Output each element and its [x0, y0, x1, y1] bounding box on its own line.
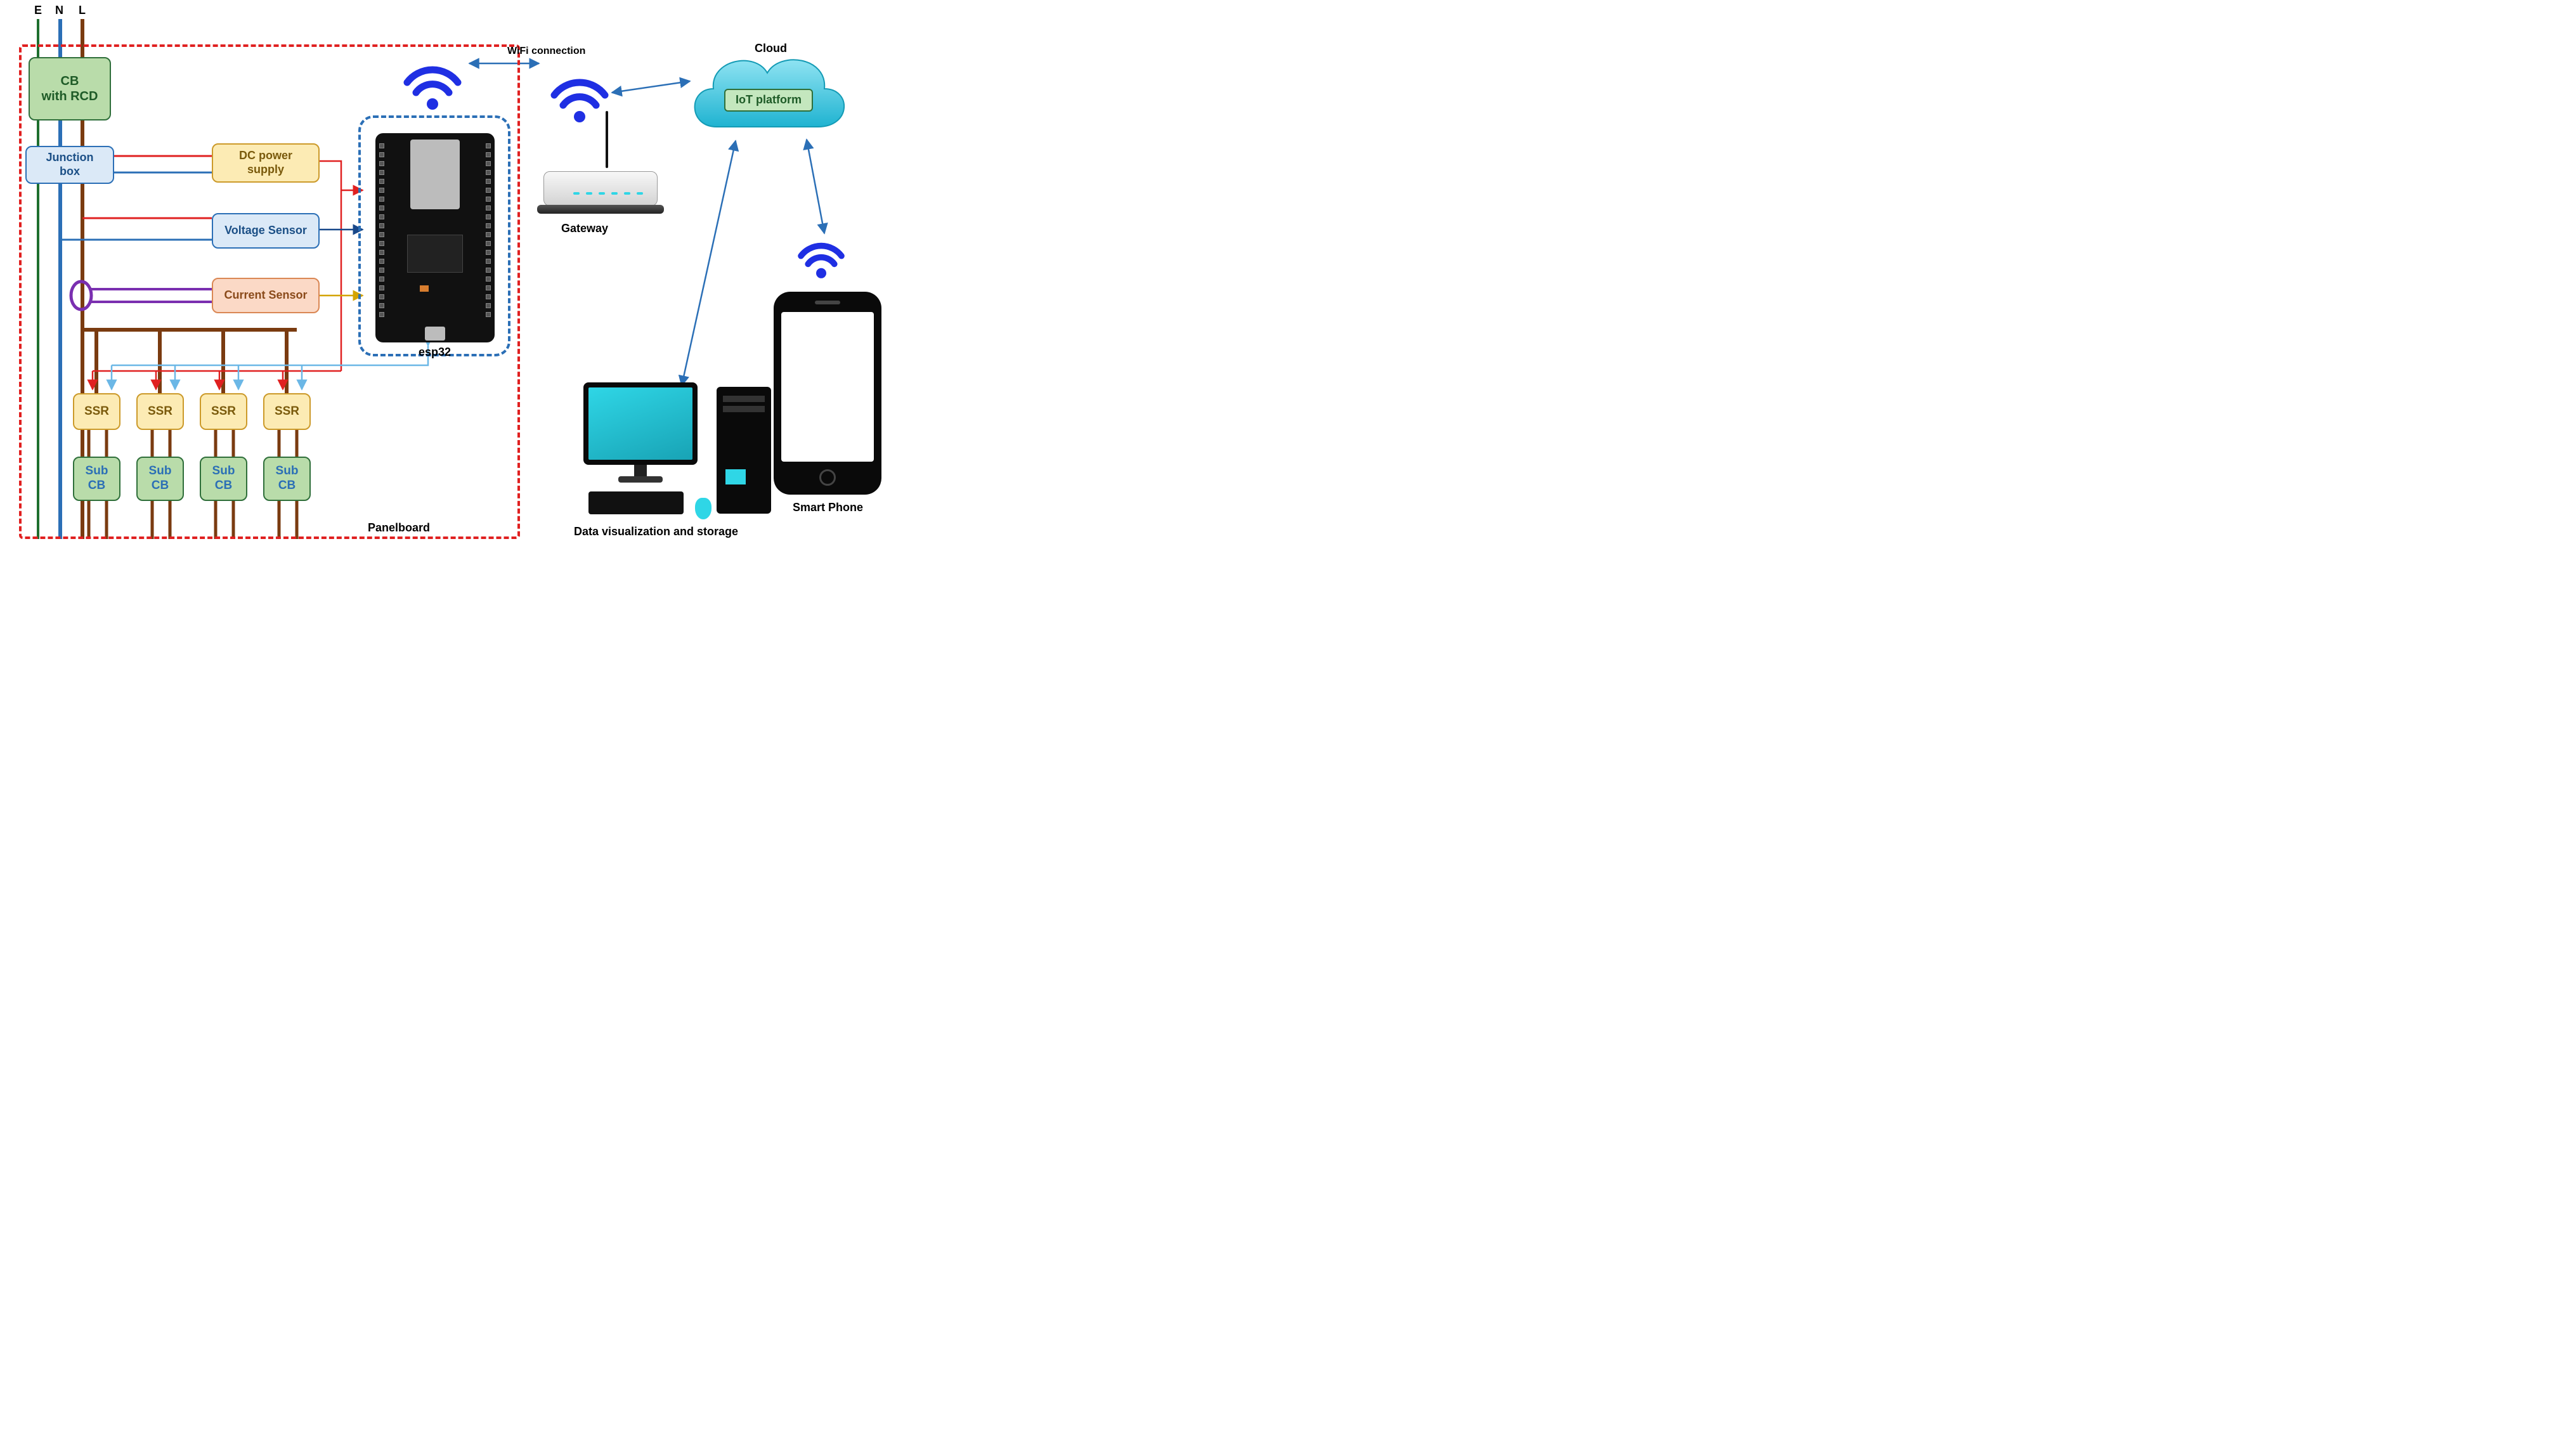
ssr-4: SSR [263, 393, 311, 430]
ssr-1: SSR [73, 393, 120, 430]
iot-platform-box: IoT platform [724, 89, 813, 112]
ssr-2: SSR [136, 393, 184, 430]
wifi-icon-phone [796, 240, 847, 280]
arrow-cloud-phone [807, 140, 824, 233]
current-sensor-box: Current Sensor [212, 278, 320, 313]
smartphone [774, 292, 881, 495]
dc-power-supply-box: DC powersupply [212, 143, 320, 183]
arrow-gateway-cloud [612, 81, 690, 93]
gateway-router [536, 111, 675, 225]
desktop-pc [583, 371, 774, 530]
sub-cb-2: SubCB [136, 457, 184, 501]
label-L: L [79, 4, 86, 17]
voltage-sensor-box: Voltage Sensor [212, 213, 320, 249]
wifi-icon-esp [401, 62, 464, 113]
esp32-board [375, 133, 495, 342]
label-N: N [55, 4, 63, 17]
cb-rcd-box: CBwith RCD [29, 57, 111, 120]
smartphone-label: Smart Phone [793, 501, 863, 514]
esp32-label: esp32 [419, 346, 451, 359]
sub-cb-1: SubCB [73, 457, 120, 501]
panelboard-label: Panelboard [368, 521, 430, 535]
label-E: E [34, 4, 42, 17]
arrow-cloud-pc [682, 141, 736, 386]
junction-box: Junctionbox [25, 146, 114, 184]
gateway-label: Gateway [561, 222, 608, 235]
sub-cb-3: SubCB [200, 457, 247, 501]
sub-cb-4: SubCB [263, 457, 311, 501]
ssr-3: SSR [200, 393, 247, 430]
cloud-label: Cloud [755, 42, 787, 55]
wifi-connection-label: WiFi connection [507, 46, 585, 57]
dataviz-label: Data visualization and storage [574, 525, 738, 538]
